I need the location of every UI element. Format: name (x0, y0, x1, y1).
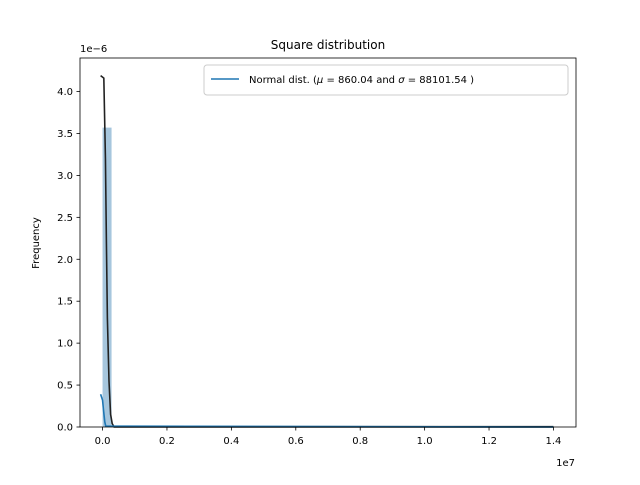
normal-dist-line (99, 394, 554, 428)
y-tick-label: 1.0 (57, 339, 73, 350)
x-offset-label: 1e7 (556, 458, 575, 469)
chart-title: Square distribution (271, 38, 385, 52)
y-tick-label: 1.5 (57, 297, 73, 308)
y-axis-label: Frequency (31, 217, 42, 269)
y-tick-label: 3.0 (57, 171, 73, 182)
x-tick-label: 0.8 (352, 436, 368, 447)
x-tick-label: 0.0 (95, 436, 111, 447)
x-tick-label: 1.4 (546, 436, 562, 447)
x-tick-label: 1.2 (481, 436, 497, 447)
ticks: 0.0 0.2 0.4 0.6 0.8 1.0 1.2 1.4 0.0 0.5 1.0 1.5 2.0 2… (57, 87, 561, 447)
y-tick-label: 2.0 (57, 255, 73, 266)
legend-label-normal: Normal dist. (μ = 860.04 and σ = 88101.5… (249, 75, 474, 86)
axes-spines (79, 57, 577, 428)
legend-box (203, 64, 569, 96)
y-tick-label: 3.5 (57, 129, 73, 140)
x-tick-label: 1.0 (417, 436, 433, 447)
plot-layer (99, 74, 554, 428)
x-tick-label: 0.2 (159, 436, 175, 447)
kde-curve (100, 74, 554, 428)
axes-frame (79, 57, 577, 428)
y-tick-label: 0.5 (57, 381, 73, 392)
y-offset-label: 1e−6 (80, 44, 107, 55)
y-tick-label: 4.0 (57, 87, 73, 98)
y-tick-label: 2.5 (57, 213, 73, 224)
x-tick-label: 0.4 (223, 436, 239, 447)
x-tick-label: 0.6 (288, 436, 304, 447)
y-tick-label: 0.0 (57, 423, 73, 434)
legend: Normal dist. (μ = 860.04 and σ = 88101.5… (203, 64, 569, 96)
